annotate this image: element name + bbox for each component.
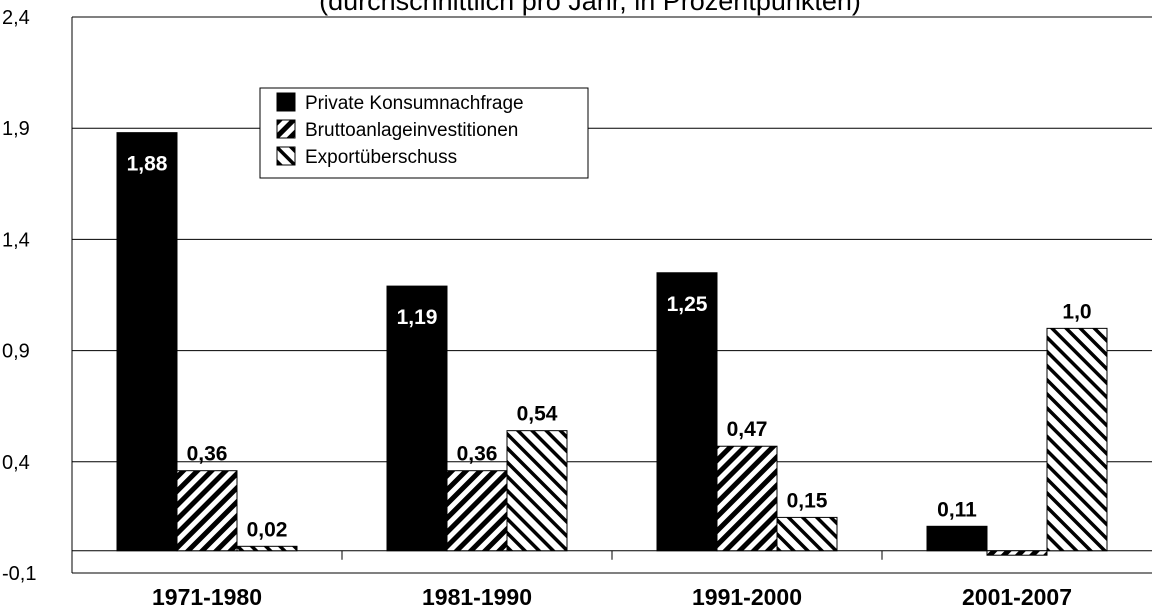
bar [506,430,568,552]
value-label: 0,02 [247,518,288,541]
legend-swatch [276,92,296,112]
x-tick-label: 1971-1980 [152,584,262,610]
legend-label: Bruttoanlageinvestitionen [305,120,518,141]
legend-box [259,87,589,179]
bar [716,445,778,552]
bar [176,470,238,552]
bar [1046,327,1108,552]
y-tick-label: 2,4 [2,7,30,29]
y-tick-label: 0,9 [2,341,30,363]
bar [656,272,718,552]
value-label: 1,0 [1062,300,1091,323]
value-label: 0,36 [187,443,228,466]
y-tick-label: 1,4 [2,229,30,251]
bar [116,132,178,552]
bar [986,550,1048,556]
legend-label: Private Konsumnachfrage [305,93,524,114]
value-label: 1,25 [667,293,708,316]
x-tick-label: 1981-1990 [422,584,532,610]
value-label: 0,36 [457,443,498,466]
chart-subtitle: (durchschnittlich pro Jahr, in Prozentpu… [319,0,861,16]
bar [446,470,508,552]
y-tick-label: 0,4 [2,452,30,474]
value-label: 0,15 [787,489,828,512]
x-tick-label: 1991-2000 [692,584,802,610]
value-label: 0,11 [937,498,977,521]
legend-swatch [276,146,296,166]
value-label: 1,88 [127,153,168,176]
x-tick-label: 2001-2007 [962,584,1072,610]
bar [776,516,838,552]
legend-swatch [276,119,296,139]
bar [236,545,298,552]
value-label: 0,54 [517,403,558,426]
y-tick-label: 1,9 [2,118,30,140]
value-label: 1,19 [397,306,438,329]
value-label: 0,47 [727,418,768,441]
y-tick-label: -0,1 [2,563,36,585]
bar [386,285,448,552]
bar [926,525,988,552]
legend-label: Exportüberschuss [305,147,457,168]
